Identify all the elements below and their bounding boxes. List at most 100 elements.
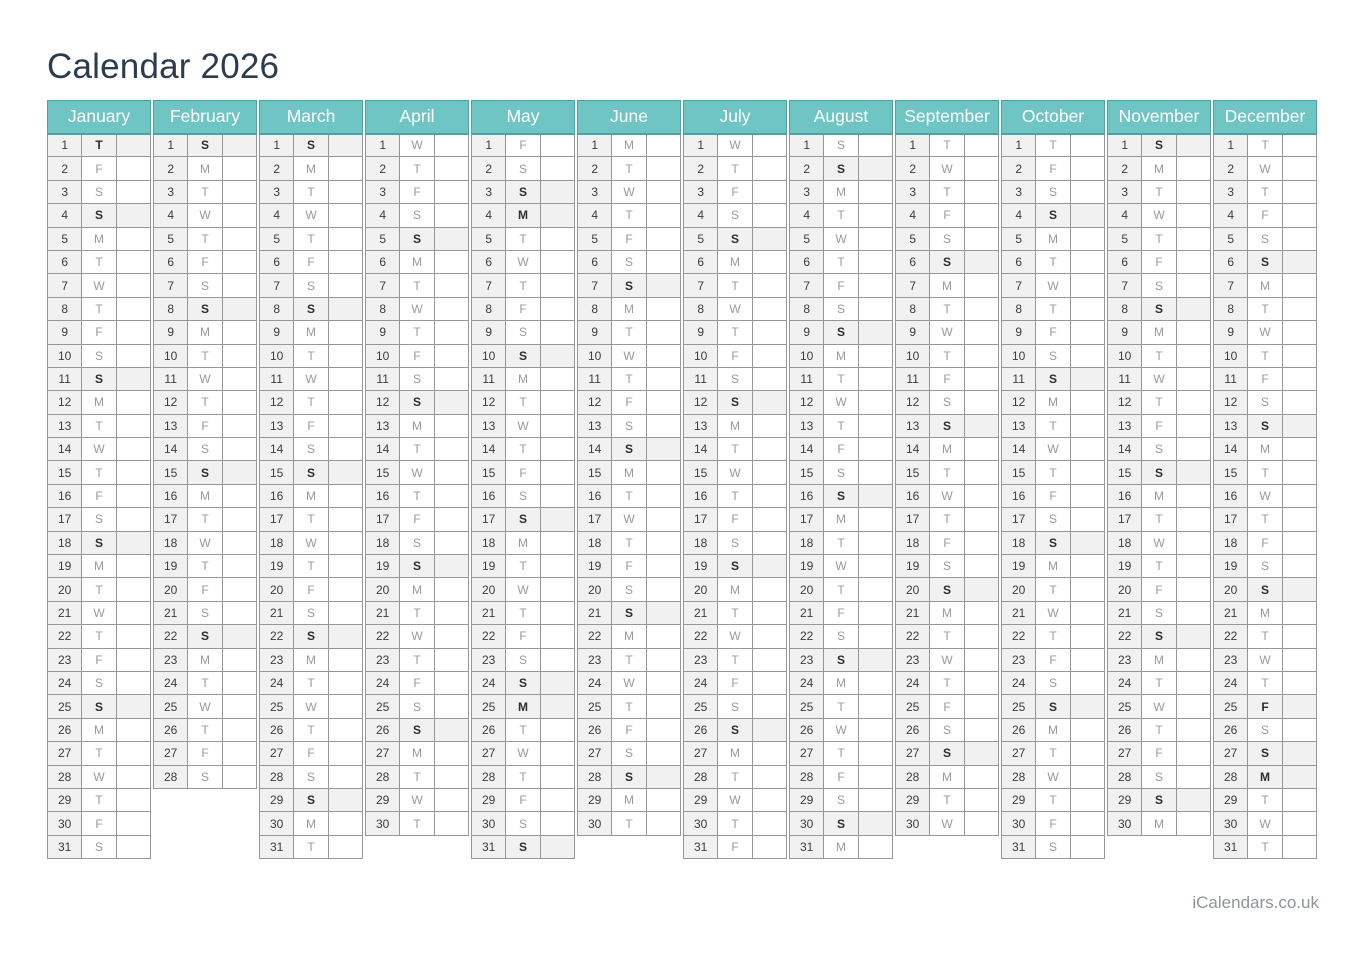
notes-cell	[433, 764, 470, 789]
notes-cell	[857, 390, 894, 415]
day-row: 10 T	[258, 343, 364, 368]
weekday-letter-cell: T	[81, 577, 117, 602]
weekday-letter-cell: W	[823, 226, 859, 251]
notes-cell	[751, 483, 788, 509]
weekday-letter-cell: S	[1141, 624, 1177, 649]
day-number-cell: 21	[788, 600, 825, 626]
day-row: 27 F	[152, 741, 258, 766]
day-number-cell: 16	[682, 483, 719, 509]
day-number-cell: 4	[364, 203, 401, 228]
notes-cell	[115, 249, 152, 275]
notes-cell	[539, 156, 576, 181]
weekday-letter-cell: S	[929, 554, 965, 579]
day-number-cell: 30	[364, 811, 401, 836]
notes-cell	[963, 460, 1000, 485]
day-row: 20 T	[1000, 577, 1106, 602]
notes-cell	[433, 226, 470, 251]
weekday-letter-cell: T	[399, 764, 435, 789]
weekday-letter-cell: F	[81, 647, 117, 672]
day-row: 12 F	[576, 390, 682, 415]
day-number-cell: 26	[1000, 717, 1037, 743]
weekday-letter-cell: S	[81, 507, 117, 532]
day-number-cell: 31	[788, 834, 825, 860]
weekday-letter-cell: W	[717, 624, 753, 649]
month-table-may: May 1 F 2 S 3 S 4 M 5 T 6 W 7 T 8 F 9 S 10 S 11 M 12 T 13 W 14 T 15 F 1…	[470, 100, 576, 860]
day-row: 22 T	[46, 624, 152, 649]
day-row: 23 T	[682, 647, 788, 672]
notes-cell	[221, 764, 258, 789]
day-number-cell: 23	[46, 647, 83, 672]
notes-cell	[645, 507, 682, 532]
day-number-cell: 11	[682, 366, 719, 392]
notes-cell	[1069, 670, 1106, 696]
weekday-letter-cell: T	[1035, 460, 1071, 485]
weekday-letter-cell: W	[293, 203, 329, 228]
day-number-cell: 23	[364, 647, 401, 672]
day-row: 16 M	[1106, 483, 1212, 509]
weekday-letter-cell: W	[187, 694, 223, 719]
weekday-letter-cell: W	[1247, 647, 1283, 672]
day-row: 15 F	[470, 460, 576, 485]
weekday-letter-cell: S	[929, 717, 965, 743]
day-number-cell: 19	[682, 554, 719, 579]
day-number-cell: 31	[258, 834, 295, 860]
weekday-letter-cell: F	[1141, 577, 1177, 602]
weekday-letter-cell: W	[505, 413, 541, 439]
day-number-cell: 9	[258, 320, 295, 345]
notes-cell	[857, 717, 894, 743]
weekday-letter-cell: T	[823, 413, 859, 439]
day-row: 20 S	[1212, 577, 1318, 602]
day-row: 24 T	[1212, 670, 1318, 696]
weekday-letter-cell: W	[717, 787, 753, 813]
notes-cell	[327, 764, 364, 789]
day-row: 31 M	[788, 834, 894, 860]
day-number-cell: 31	[1212, 834, 1249, 860]
day-row: 10 M	[788, 343, 894, 368]
day-number-cell: 4	[1106, 203, 1143, 228]
notes-cell	[857, 764, 894, 789]
weekday-letter-cell: T	[81, 249, 117, 275]
notes-cell	[327, 483, 364, 509]
weekday-letter-cell: S	[505, 179, 541, 205]
day-number-cell: 3	[1212, 179, 1249, 205]
notes-cell	[327, 460, 364, 485]
notes-cell	[963, 554, 1000, 579]
day-number-cell: 13	[682, 413, 719, 439]
day-number-cell: 19	[470, 554, 507, 579]
weekday-letter-cell: M	[823, 179, 859, 205]
notes-cell	[1175, 764, 1212, 789]
notes-cell	[115, 717, 152, 743]
page-title: Calendar 2026	[47, 47, 280, 86]
day-number-cell: 30	[576, 811, 613, 836]
day-row: 10 S	[46, 343, 152, 368]
notes-cell	[857, 156, 894, 181]
weekday-letter-cell: T	[81, 624, 117, 649]
weekday-letter-cell: S	[399, 530, 435, 556]
weekday-letter-cell: F	[399, 179, 435, 205]
notes-cell	[751, 296, 788, 322]
day-row: 27 S	[1212, 741, 1318, 766]
weekday-letter-cell: T	[611, 811, 647, 836]
weekday-letter-cell: F	[1035, 647, 1071, 672]
notes-cell	[751, 273, 788, 298]
weekday-letter-cell: T	[293, 343, 329, 368]
day-number-cell: 23	[470, 647, 507, 672]
weekday-letter-cell: T	[81, 413, 117, 439]
day-row: 23 T	[364, 647, 470, 672]
day-row: 19 S	[682, 554, 788, 579]
day-number-cell: 6	[576, 249, 613, 275]
weekday-letter-cell: F	[823, 764, 859, 789]
notes-cell	[645, 670, 682, 696]
weekday-letter-cell: W	[505, 249, 541, 275]
notes-cell	[327, 413, 364, 439]
